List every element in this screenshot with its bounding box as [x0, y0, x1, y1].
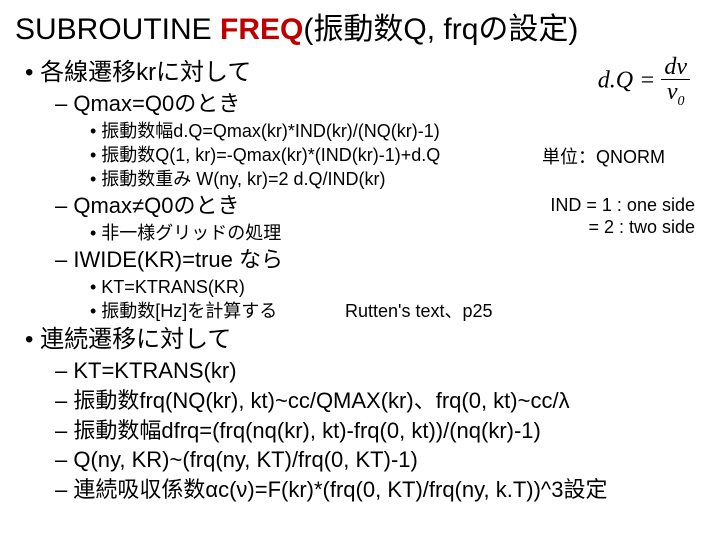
bullet-l2-dfrq: – 振動数幅dfrq=(frq(nq(kr), kt)-frq(0, kt))/…	[55, 416, 705, 446]
bullet-l2-iwide: – IWIDE(KR)=true なら	[55, 245, 705, 275]
bullet-l3-dQ: • 振動数幅d.Q=Qmax(kr)*IND(kr)/(NQ(kr)-1)	[90, 119, 705, 143]
title-suffix: (振動数Q, frqの設定)	[303, 13, 578, 46]
note-rutten: Rutten's text、p25	[345, 299, 493, 323]
formula-num: dν	[661, 55, 690, 80]
formula-frac: dνν0	[661, 55, 690, 109]
bullet-l3-kt: • KT=KTRANS(KR)	[90, 275, 705, 299]
group-iwide: • KT=KTRANS(KR) • 振動数[Hz]を計算する Rutten's …	[15, 275, 705, 324]
formula-eq: =	[633, 67, 661, 93]
formula-den: ν0	[661, 80, 690, 109]
note-unit: 単位：QNORM	[542, 145, 665, 169]
title-keyword: FREQ	[220, 13, 303, 46]
group-qmax-eq: • 振動数幅d.Q=Qmax(kr)*IND(kr)/(NQ(kr)-1) • …	[15, 119, 705, 192]
group-qmax-neq: – Qmax≠Q0のとき • 非一様グリッドの処理 IND = 1 : one …	[15, 191, 705, 245]
bullet-l3-W: • 振動数重み W(ny, kr)=2 d.Q/IND(kr)	[90, 167, 705, 191]
slide-title: SUBROUTINE FREQ(振動数Q, frqの設定)	[15, 10, 705, 51]
body: d.Q = dνν0 • 各線遷移krに対して – Qmax=Q0のとき • 振…	[15, 57, 705, 505]
bullet-l2-frq: – 振動数frq(NQ(kr), kt)~cc/QMAX(kr)、frq(0, …	[55, 386, 705, 416]
bullet-l2-alphac: – 連続吸収係数αc(ν)=F(kr)*(frq(0, KT)/frq(ny, …	[55, 475, 705, 505]
bullet-l2-Qny: – Q(ny, KR)~(frq(ny, KT)/frq(0, KT)-1)	[55, 445, 705, 475]
formula-lhs: d.Q	[598, 67, 633, 93]
note-ind2: = 2 : two side	[588, 215, 695, 239]
bullet-l2-kt: – KT=KTRANS(kr)	[55, 356, 705, 386]
note-ind1: IND = 1 : one side	[550, 193, 695, 217]
formula-dQ: d.Q = dνν0	[598, 55, 690, 109]
title-prefix: SUBROUTINE	[15, 13, 220, 46]
bullet-l1-continuum: • 連続遷移に対して	[25, 324, 705, 356]
